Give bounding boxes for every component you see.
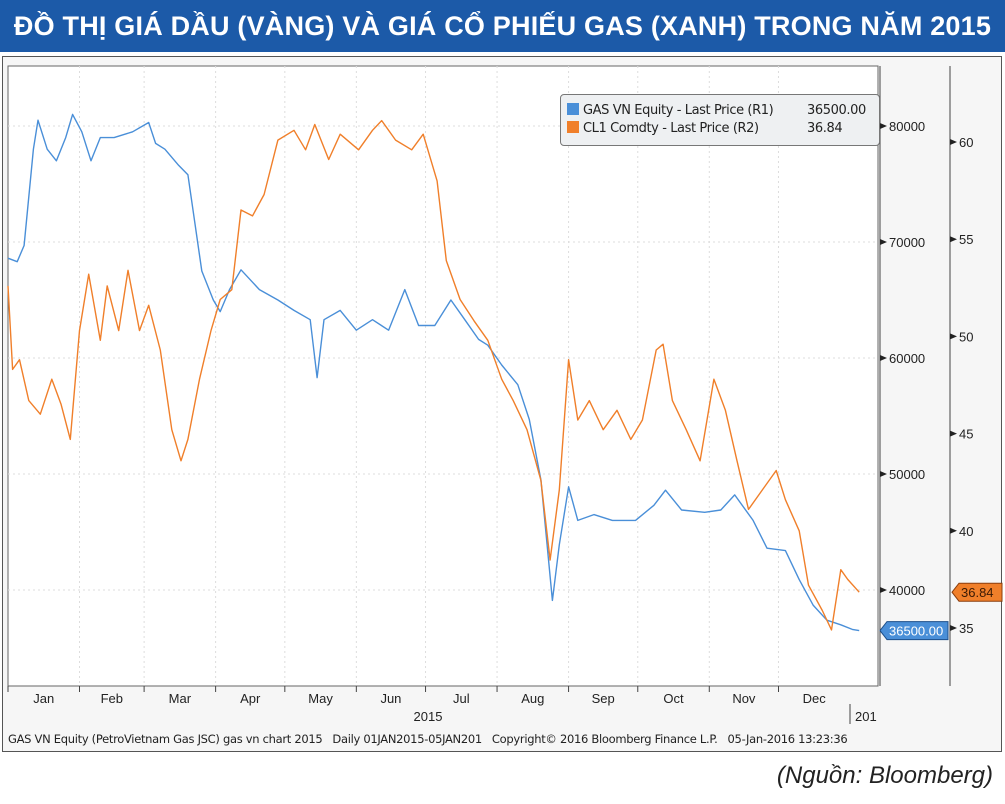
r1-tick-label: 70000 — [889, 235, 925, 250]
x-tick-label: Oct — [663, 691, 684, 706]
chart-footer: GAS VN Equity (PetroVietnam Gas JSC) gas… — [8, 732, 857, 746]
r2-tick-label: 55 — [959, 232, 973, 247]
legend: GAS VN Equity - Last Price (R1) 36500.00… — [560, 94, 880, 146]
r2-tick — [950, 333, 957, 340]
x-tick-label: Nov — [732, 691, 756, 706]
r2-tick — [950, 625, 957, 631]
footer-timestamp: 05-Jan-2016 13:23:36 — [727, 732, 848, 746]
last-price-tag-label: 36500.00 — [889, 624, 943, 639]
footer-range: Daily 01JAN2015-05JAN201 — [332, 732, 482, 746]
legend-entry-gas: GAS VN Equity - Last Price (R1) 36500.00 — [567, 103, 866, 118]
x-tick-label: May — [308, 691, 333, 706]
r1-tick-label: 80000 — [889, 119, 925, 134]
legend-entry-oil: CL1 Comdty - Last Price (R2) 36.84 — [567, 121, 867, 136]
chart-svg: Jan Feb Mar Apr May Jun Jul Aug Sep Oct Nov Dec2015… — [7, 65, 1003, 724]
r1-tick — [880, 587, 887, 593]
legend-swatch-gas — [567, 103, 579, 115]
year-label: 2015 — [414, 709, 443, 724]
legend-value-oil: 36.84 — [807, 121, 843, 136]
x-tick-label: Feb — [101, 691, 123, 706]
x-tick-label: Mar — [169, 691, 192, 706]
legend-label-gas: GAS VN Equity - Last Price (R1) — [583, 103, 774, 118]
r2-tick — [950, 527, 957, 534]
x-tick-label: Dec — [803, 691, 827, 706]
x-tick-label: Sep — [592, 691, 615, 706]
r1-tick — [880, 239, 887, 245]
legend-value-gas: 36500.00 — [807, 103, 866, 118]
source-note: (Nguồn: Bloomberg) — [776, 762, 993, 789]
gas-last-price-tag: 36500.00 — [879, 621, 949, 641]
footer-copyright: Copyright© 2016 Bloomberg Finance L.P. — [491, 732, 718, 746]
r2-tick — [950, 139, 957, 145]
r1-tick-label: 40000 — [889, 583, 925, 598]
last-price-tag-shape — [879, 621, 949, 641]
legend-swatch-oil — [567, 121, 579, 133]
oil-price-line — [7, 119, 860, 631]
r1-tick — [880, 355, 887, 361]
gas-price-line — [7, 113, 860, 632]
r1-tick — [880, 123, 887, 129]
x-tick-label: Aug — [521, 691, 544, 706]
plot-area — [7, 65, 879, 687]
legend-label-oil: CL1 Comdty - Last Price (R2) — [583, 121, 759, 136]
r2-tick-label: 40 — [959, 524, 973, 539]
year-label: 201 — [855, 709, 877, 724]
r2-tick — [950, 236, 957, 243]
r2-tick-label: 60 — [959, 135, 973, 150]
r2-tick-label: 35 — [959, 621, 973, 636]
oil-last-price-tag: 36.84 — [951, 582, 1003, 602]
last-price-tag-shape — [951, 582, 1003, 602]
r2-tick-label: 45 — [959, 427, 973, 442]
r1-tick — [880, 471, 887, 477]
r1-tick-label: 60000 — [889, 351, 925, 366]
chart-title: ĐỒ THỊ GIÁ DẦU (VÀNG) VÀ GIÁ CỔ PHIẾU GA… — [0, 0, 1005, 52]
last-price-tag-label: 36.84 — [961, 585, 994, 600]
x-tick-label: Jan — [33, 691, 54, 706]
x-tick-label: Jun — [380, 691, 401, 706]
r2-tick-label: 50 — [959, 329, 973, 344]
footer-security: GAS VN Equity (PetroVietnam Gas JSC) gas… — [8, 732, 323, 746]
r1-tick-label: 50000 — [889, 467, 925, 482]
r2-tick — [950, 430, 957, 437]
x-tick-label: Apr — [240, 691, 261, 706]
x-tick-label: Jul — [453, 691, 470, 706]
